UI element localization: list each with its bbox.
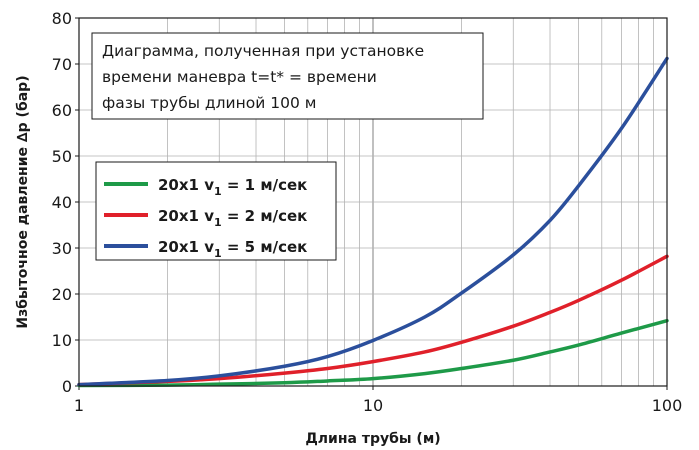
annotation-box-frame [91, 32, 484, 120]
y-tick-label: 0 [62, 377, 72, 396]
legend-label-1: 20x1 v1 = 1 м/сек [158, 176, 307, 198]
y-tick-label: 60 [52, 101, 72, 120]
ticks: 0 10 20 30 40 50 60 70 80 1 10 100 [52, 9, 683, 415]
y-tick-label: 50 [52, 147, 72, 166]
legend-label-3: 20x1 v1 = 5 м/сек [158, 238, 307, 260]
x-tick-label: 100 [652, 396, 683, 415]
x-tick-label: 10 [363, 396, 383, 415]
y-tick-label: 20 [52, 285, 72, 304]
annotation-box: Диаграмма, полученная при установке врем… [91, 32, 484, 120]
plot-frame [78, 17, 668, 387]
y-tick-label: 30 [52, 239, 72, 258]
y-axis-title: Избыточное давление ∆p (бар) [15, 75, 31, 328]
y-tick-label: 10 [52, 331, 72, 350]
annotation-line-3: фазы трубы длиной 100 м [102, 94, 316, 112]
legend-label-2: 20x1 v1 = 2 м/сек [158, 207, 307, 229]
legend-frame [95, 161, 337, 261]
annotation-line-1: Диаграмма, полученная при установке [102, 42, 424, 60]
series-line-3 [77, 56, 669, 387]
x-axis-title: Длина трубы (м) [305, 431, 440, 447]
series-line-1 [77, 318, 669, 388]
series-line-2 [77, 254, 669, 387]
y-tick-label: 80 [52, 9, 72, 28]
y-tick-label: 40 [52, 193, 72, 212]
annotation-line-2: времени маневра t=t* = времени [102, 68, 377, 86]
series-lines [77, 56, 669, 388]
x-tick-label: 1 [74, 396, 84, 415]
y-tick-label: 70 [52, 55, 72, 74]
legend: 20x1 v1 = 1 м/сек 20x1 v1 = 2 м/сек 20x1 v… [95, 161, 337, 261]
